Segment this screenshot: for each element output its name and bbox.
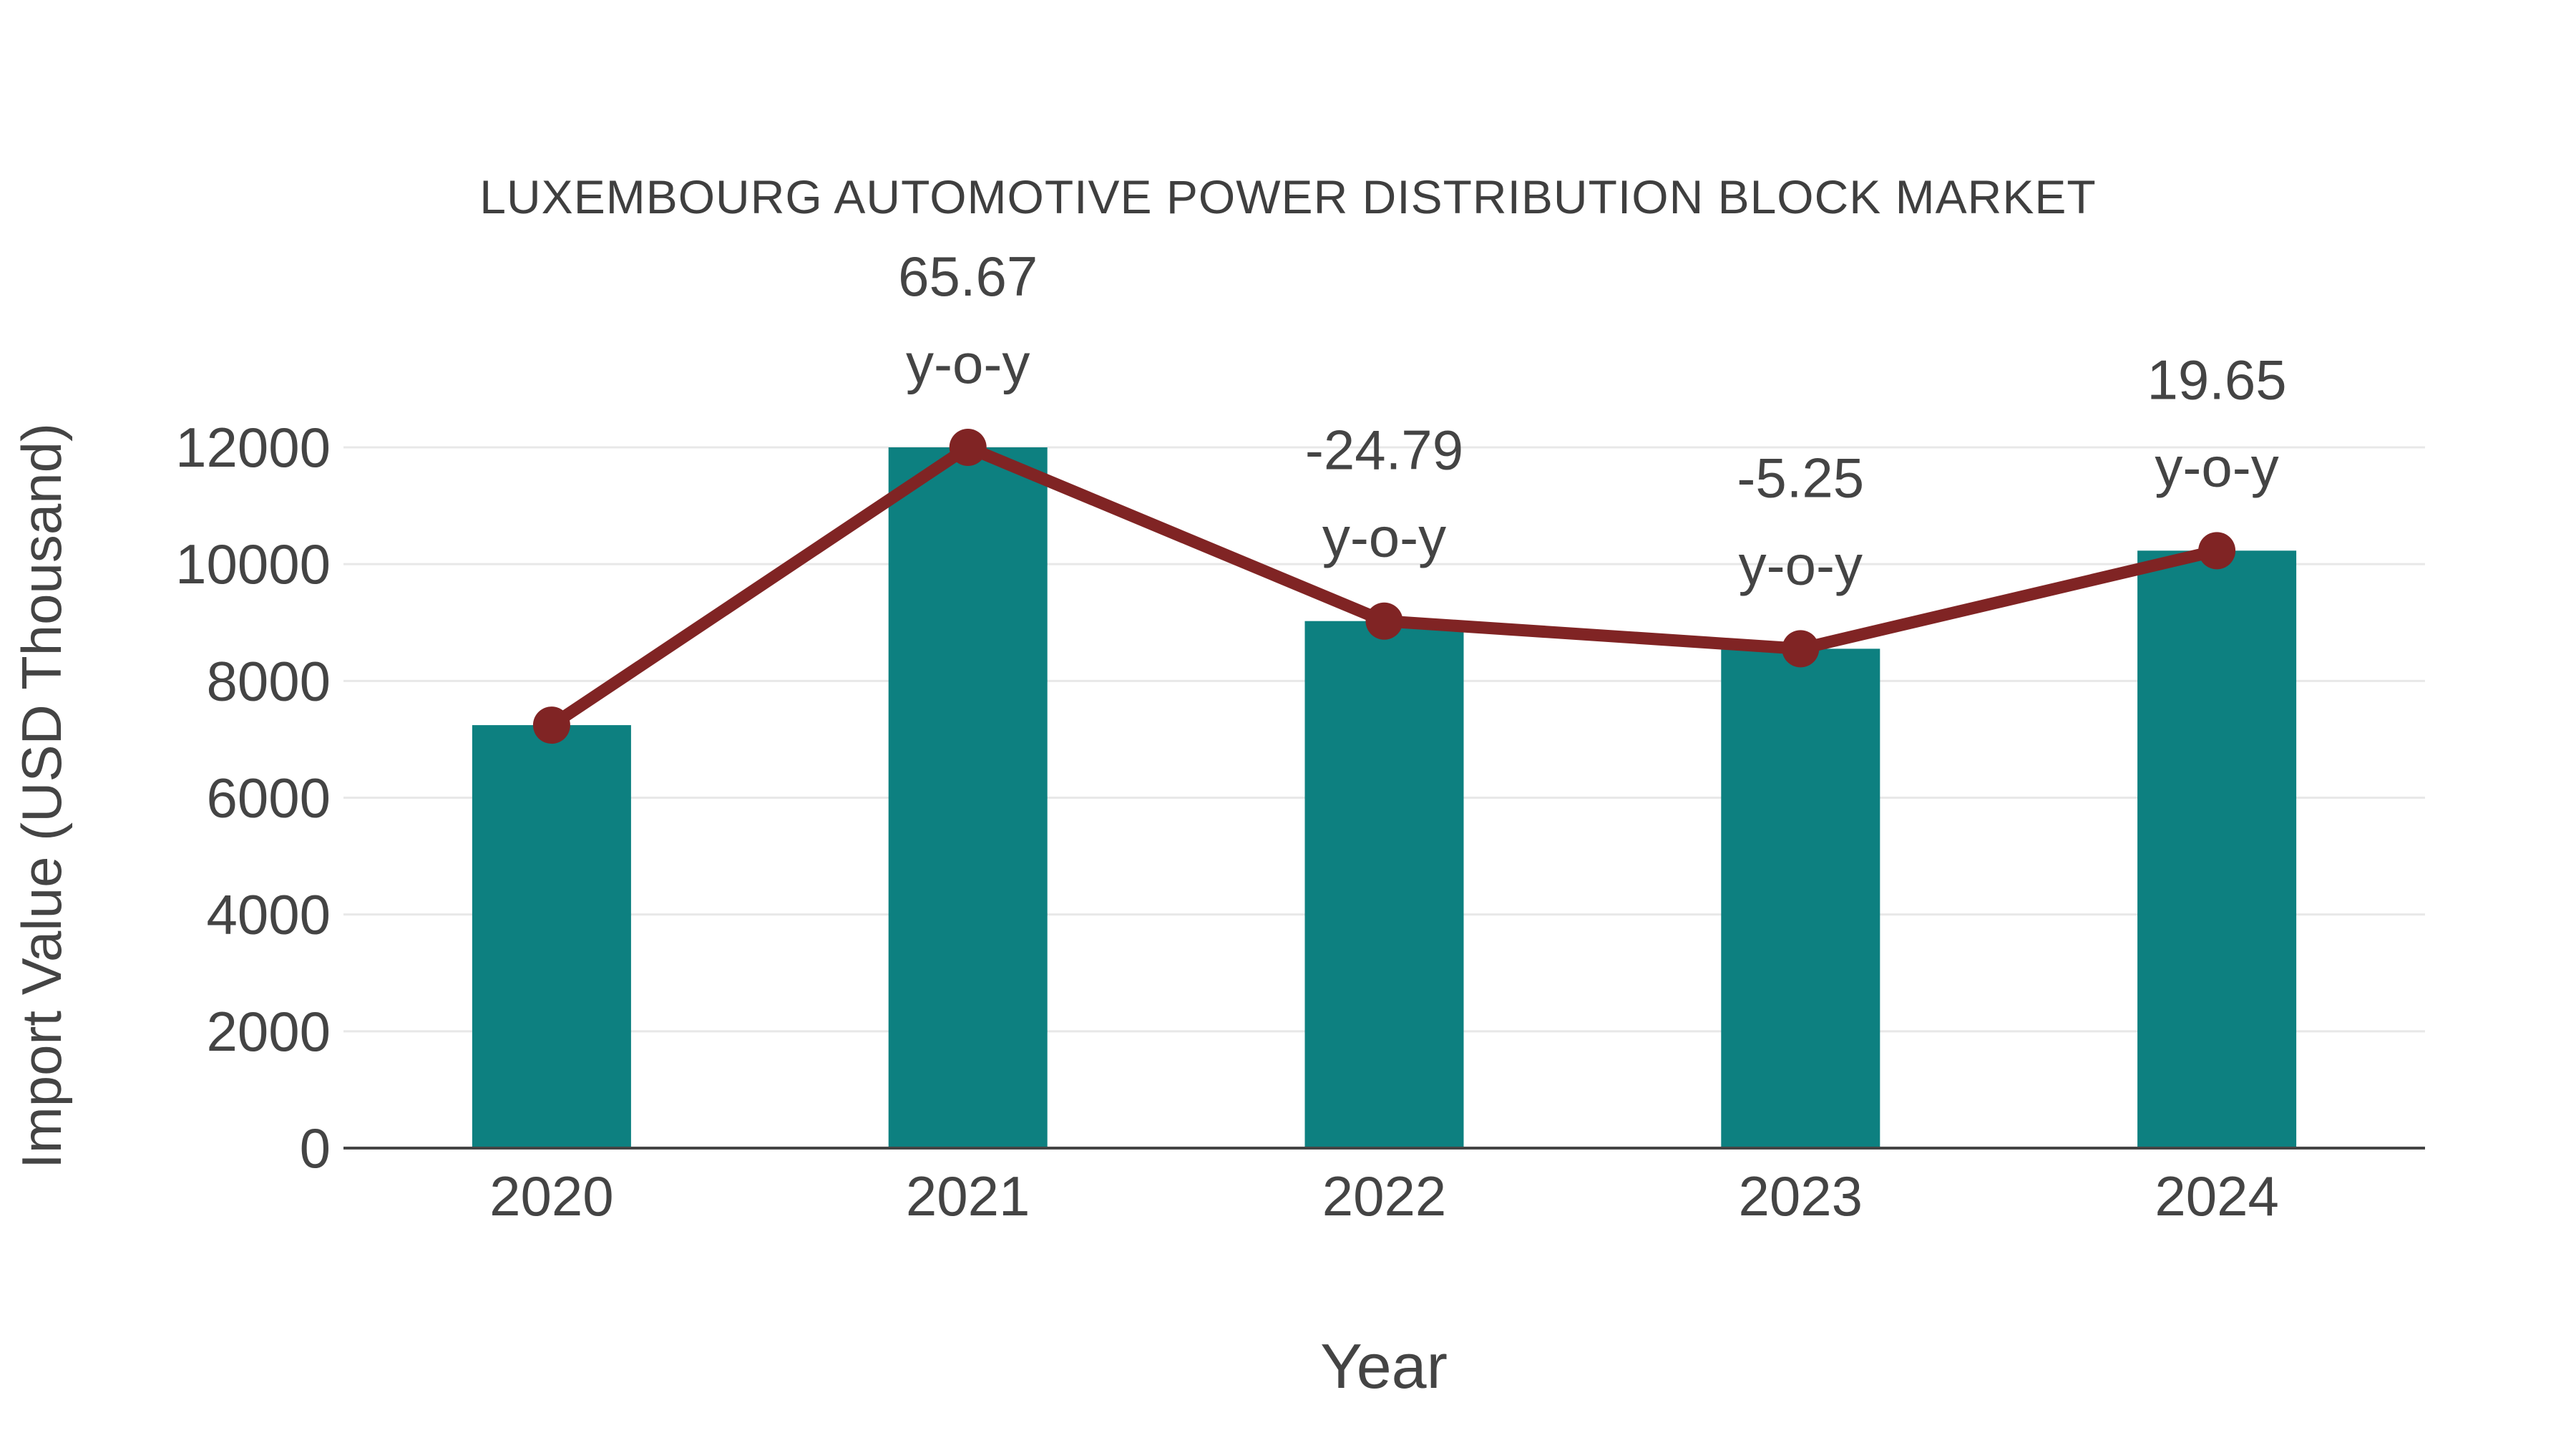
annotation-value-2022: -24.79: [1305, 419, 1463, 482]
annotation-label-2022: y-o-y: [1322, 506, 1446, 569]
y-tick-label-0: 0: [300, 1117, 331, 1180]
annotation-label-2023: y-o-y: [1739, 533, 1863, 596]
y-tick-label-6000: 6000: [206, 767, 331, 830]
y-tick-label-2000: 2000: [206, 1000, 331, 1063]
x-tick-label-2021: 2021: [906, 1165, 1030, 1228]
annotations-layer: 65.67 y-o-y -24.79 y-o-y -5.25 y-o-y 19.65 y-o-…: [898, 245, 2287, 596]
annotation-value-2021: 65.67: [898, 245, 1038, 308]
bar-2022: [1304, 621, 1464, 1148]
trend-marker-2022: [1365, 602, 1403, 640]
x-tick-label-2020: 2020: [489, 1165, 614, 1228]
trend-marker-2020: [532, 706, 570, 744]
annotation-value-2023: -5.25: [1737, 446, 1864, 509]
y-tick-label-10000: 10000: [175, 533, 331, 596]
x-tick-label-2022: 2022: [1322, 1165, 1447, 1228]
bar-series-layer: [472, 447, 2297, 1148]
y-tick-label-12000: 12000: [175, 416, 331, 479]
y-tick-label-4000: 4000: [206, 883, 331, 946]
y-axis-title: Import Value (USD Thousand): [10, 423, 73, 1169]
line-series-layer: [532, 429, 2236, 744]
annotation-label-2024: y-o-y: [2155, 435, 2278, 498]
chart-title: LUXEMBOURG AUTOMOTIVE POWER DISTRIBUTION…: [479, 170, 2096, 223]
annotation-value-2024: 19.65: [2147, 348, 2286, 411]
trend-marker-2023: [1782, 630, 1820, 668]
annotation-label-2021: y-o-y: [906, 332, 1030, 395]
tick-labels-layer: 0 2000 4000 6000 8000 10000 12000 2020 2021 2022 2…: [175, 416, 2279, 1228]
bar-2024: [2137, 550, 2297, 1148]
trend-marker-2024: [2198, 532, 2236, 570]
x-tick-label-2024: 2024: [2155, 1165, 2279, 1228]
x-tick-label-2023: 2023: [1739, 1165, 1863, 1228]
trend-marker-2021: [949, 429, 987, 466]
bar-2021: [888, 447, 1048, 1148]
bar-2023: [1721, 648, 1880, 1148]
bar-2020: [472, 725, 631, 1148]
x-axis-title: Year: [1320, 1331, 1448, 1401]
y-tick-label-8000: 8000: [206, 649, 331, 712]
